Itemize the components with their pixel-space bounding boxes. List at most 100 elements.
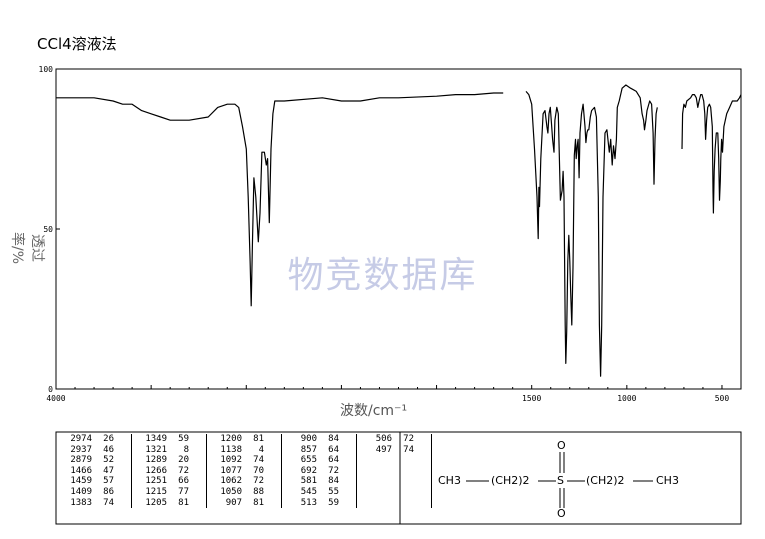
peak-transmittance: 4 xyxy=(258,444,264,455)
x-tick-label: 1000 xyxy=(617,394,636,403)
peak-wavenumber: 1077 xyxy=(220,465,242,476)
peak-wavenumber: 692 xyxy=(300,465,317,476)
peak-entry: 581 84 xyxy=(288,476,356,487)
peak-wavenumber: 1251 xyxy=(145,476,167,487)
peak-wavenumber: 857 xyxy=(300,444,317,455)
peak-transmittance: 47 xyxy=(103,465,114,476)
peak-transmittance: 20 xyxy=(178,455,189,466)
x-tick-label: 1500 xyxy=(522,394,541,403)
peak-wavenumber: 1062 xyxy=(220,476,242,487)
peak-transmittance: 81 xyxy=(178,497,189,508)
peak-transmittance: 77 xyxy=(178,486,189,497)
peak-entry: 1215 77 xyxy=(138,487,206,498)
peak-transmittance: 8 xyxy=(183,444,189,455)
peak-entry: 1251 66 xyxy=(138,476,206,487)
peak-transmittance: 88 xyxy=(253,486,264,497)
peak-wavenumber: 1266 xyxy=(145,465,167,476)
peak-entry: 1266 72 xyxy=(138,466,206,477)
peak-wavenumber: 1321 xyxy=(145,444,167,455)
peak-table: 2974 26 2937 46 2879 52 1466 47 1459 57 1409 86 1383… xyxy=(57,434,432,509)
peak-wavenumber: 506 xyxy=(375,434,392,444)
peak-entry: 1409 86 xyxy=(63,487,131,498)
peak-transmittance: 57 xyxy=(103,476,114,487)
peak-transmittance: 84 xyxy=(328,434,339,444)
peak-wavenumber: 1289 xyxy=(145,455,167,466)
peak-wavenumber: 581 xyxy=(300,476,317,487)
peak-entry: 2937 46 xyxy=(63,445,131,456)
peak-wavenumber: 2974 xyxy=(70,434,92,444)
peak-wavenumber: 1459 xyxy=(70,476,92,487)
peak-entry: 1077 70 xyxy=(213,466,281,477)
chart-title: CCl4溶液法 xyxy=(37,35,117,53)
peak-wavenumber: 1383 xyxy=(70,497,92,508)
peak-transmittance: 46 xyxy=(103,444,114,455)
peak-transmittance: 66 xyxy=(178,476,189,487)
peak-transmittance: 52 xyxy=(103,455,114,466)
peak-transmittance: 74 xyxy=(403,444,414,455)
peak-wavenumber: 545 xyxy=(300,486,317,497)
peak-entry: 857 64 xyxy=(288,445,356,456)
peak-entry: 1459 57 xyxy=(63,476,131,487)
peak-wavenumber: 1466 xyxy=(70,465,92,476)
peak-entry: 1466 47 xyxy=(63,466,131,477)
peak-transmittance: 72 xyxy=(328,465,339,476)
peak-wavenumber: 513 xyxy=(300,497,317,508)
peak-transmittance: 70 xyxy=(253,465,264,476)
spectrum-line-segment xyxy=(681,93,742,214)
peak-wavenumber: 1215 xyxy=(145,486,167,497)
peak-wavenumber: 2937 xyxy=(70,444,92,455)
peak-transmittance: 72 xyxy=(178,465,189,476)
peak-entry: 513 59 xyxy=(288,498,356,509)
x-axis-label: 波数/cm⁻¹ xyxy=(340,403,408,419)
peak-wavenumber: 1200 xyxy=(220,434,242,444)
peak-column: 2974 26 2937 46 2879 52 1466 47 1459 57 1409 86 1383… xyxy=(57,434,132,509)
peak-wavenumber: 907 xyxy=(225,497,242,508)
peak-entry: 1200 81 xyxy=(213,434,281,445)
peak-wavenumber: 1205 xyxy=(145,497,167,508)
peak-entry: 1050 88 xyxy=(213,487,281,498)
peak-entry: 900 84 xyxy=(288,434,356,445)
peak-entry: 1321 8 xyxy=(138,445,206,456)
peak-column: 506 72 497 74 xyxy=(356,434,432,509)
peak-transmittance: 72 xyxy=(253,476,264,487)
y-tick-label: 50 xyxy=(43,225,53,234)
peak-entry: 907 81 xyxy=(213,498,281,509)
peak-column: 900 84 857 64 655 64 692 72 581 84 545 55 513 59 xyxy=(281,434,357,509)
peak-transmittance: 64 xyxy=(328,444,339,455)
watermark: 物竞数据库 xyxy=(287,255,478,296)
peak-wavenumber: 2879 xyxy=(70,455,92,466)
peak-transmittance: 74 xyxy=(253,455,264,466)
peak-wavenumber: 1349 xyxy=(145,434,167,444)
spectrum-line-segment xyxy=(525,84,658,377)
peak-transmittance: 81 xyxy=(253,497,264,508)
peak-column: 1200 81 1138 4 1092 74 1077 70 1062 72 1050 88 907 81 xyxy=(206,434,282,509)
peak-wavenumber: 900 xyxy=(300,434,317,444)
peak-transmittance: 59 xyxy=(328,497,339,508)
peak-entry: 497 74 xyxy=(363,445,431,456)
peak-wavenumber: 1050 xyxy=(220,486,242,497)
peak-wavenumber: 1138 xyxy=(220,444,242,455)
peak-transmittance: 84 xyxy=(328,476,339,487)
peak-transmittance: 59 xyxy=(178,434,189,444)
peak-entry: 545 55 xyxy=(288,487,356,498)
peak-entry: 2974 26 xyxy=(63,434,131,445)
peak-transmittance: 81 xyxy=(253,434,264,444)
peak-entry: 1289 20 xyxy=(138,455,206,466)
peak-transmittance: 72 xyxy=(403,434,414,444)
y-tick-label: 0 xyxy=(48,385,53,394)
peak-wavenumber: 1409 xyxy=(70,486,92,497)
peak-entry: 1062 72 xyxy=(213,476,281,487)
peak-entry: 1383 74 xyxy=(63,498,131,509)
plot-frame xyxy=(55,68,742,390)
peak-transmittance: 26 xyxy=(103,434,114,444)
spectrum-line-segment xyxy=(56,92,504,307)
x-tick-label: 500 xyxy=(715,394,730,403)
y-tick-label: 100 xyxy=(39,65,54,74)
peak-transmittance: 74 xyxy=(103,497,114,508)
peak-wavenumber: 497 xyxy=(375,444,392,455)
peak-entry: 1138 4 xyxy=(213,445,281,456)
peak-entry: 1092 74 xyxy=(213,455,281,466)
peak-wavenumber: 1092 xyxy=(220,455,242,466)
peak-column: 1349 59 1321 8 1289 20 1266 72 1251 66 1215 77 1205 8… xyxy=(131,434,207,509)
